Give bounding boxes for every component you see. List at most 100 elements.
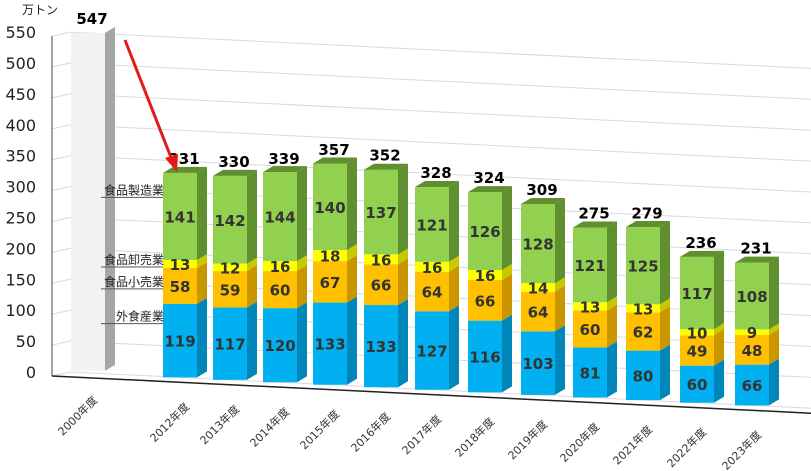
total-label: 547 (76, 10, 107, 28)
bar-segment-side (502, 186, 512, 270)
bar-segment-front (163, 172, 197, 260)
bar-segment-front (415, 187, 449, 262)
bar-segment-front (163, 303, 197, 378)
bar-segment-side (398, 299, 408, 388)
bar-segment-side (247, 169, 257, 264)
bar-segment-front (468, 279, 502, 321)
bar-top (521, 197, 565, 204)
segment-value-label: 62 (633, 323, 654, 341)
y-tick-label: 200 (5, 239, 36, 258)
segment-value-label: 48 (742, 342, 763, 360)
bar-top (415, 181, 459, 188)
bar-segment-side (247, 265, 257, 308)
y-tick-label: 350 (5, 147, 36, 166)
bar-segment-front (680, 256, 714, 330)
x-tick-label: 2021年度 (610, 422, 655, 467)
bar-segment-side (660, 306, 670, 351)
gridline-side (51, 309, 71, 315)
bar-segment-front (213, 263, 247, 272)
segment-value-label: 119 (164, 333, 195, 351)
bar-segment-front (626, 227, 660, 305)
x-tick-label: 2013年度 (197, 402, 242, 447)
bar-segment-side (398, 248, 408, 265)
bars (71, 26, 779, 406)
bar-segment-side (449, 305, 459, 390)
segment-value-label: 13 (170, 256, 191, 274)
bar-segment-side (449, 181, 459, 262)
segment-value-label: 58 (170, 278, 191, 296)
bar-segment-front (213, 271, 247, 308)
bar-segment-front (364, 169, 398, 255)
y-tick-label: 550 (5, 23, 36, 42)
bar-segment-front (573, 310, 607, 348)
segment-value-label: 66 (475, 292, 496, 310)
bar-2000-side (105, 26, 115, 371)
segment-value-label: 144 (264, 209, 295, 227)
segment-value-label: 128 (522, 236, 553, 254)
bar-segment-front (735, 262, 769, 330)
axes: 0 50 100 150 200 250 300 350 400 450 500 550 (5, 23, 811, 414)
bar-segment-side (502, 273, 512, 321)
gridline-side (51, 155, 71, 161)
bar-segment-side (197, 262, 207, 304)
bar-segment-front (313, 250, 347, 262)
bar-segment-side (714, 250, 724, 330)
bar-top (213, 169, 257, 176)
segment-value-label: 127 (416, 342, 447, 360)
total-label: 231 (740, 240, 771, 258)
segment-value-label: 16 (422, 259, 443, 277)
x-tick-label: 2019年度 (505, 417, 550, 462)
bar-top (263, 166, 307, 173)
segment-value-label: 121 (416, 216, 447, 234)
segment-value-label: 49 (687, 343, 708, 361)
segment-value-label: 18 (320, 248, 341, 266)
segment-value-label: 16 (475, 267, 496, 285)
y-tick-label: 150 (5, 270, 36, 289)
gridline-side (51, 31, 71, 37)
bar-top (735, 256, 779, 263)
bar-segment-front (735, 334, 769, 365)
bar-segment-front (415, 311, 449, 390)
bar-segment-side (555, 285, 565, 332)
bar-segment-front (735, 329, 769, 335)
y-tick-label: 100 (5, 301, 36, 320)
bar-segment-front (364, 264, 398, 306)
segment-value-label: 117 (214, 336, 245, 354)
x-tick-label: 2016年度 (348, 409, 393, 454)
bar-segment-side (197, 297, 207, 378)
segment-value-label: 9 (747, 324, 757, 342)
bar-segment-side (449, 265, 459, 312)
bar-segment-front (313, 163, 347, 251)
x-tick-label: 2014年度 (247, 405, 292, 450)
y-tick-label: 300 (5, 178, 36, 197)
x-tick-label: 2012年度 (147, 400, 192, 445)
segment-value-label: 60 (687, 376, 708, 394)
segment-value-label: 116 (469, 348, 500, 366)
y-tick-label: 400 (5, 116, 36, 135)
segment-value-label: 66 (371, 277, 392, 295)
bar-segment-side (449, 255, 459, 272)
unit-label: 万トン (22, 3, 58, 17)
bar-segment-front (735, 364, 769, 406)
segment-value-label: 121 (574, 257, 605, 275)
bar-segment-front (680, 365, 714, 403)
series-label: 食品卸売業 (104, 252, 164, 267)
x-tick-label: 2020年度 (557, 420, 602, 465)
segment-value-label: 16 (371, 251, 392, 269)
bar-segment-side (555, 197, 565, 284)
bar-segment-front (626, 312, 660, 351)
segment-value-label: 64 (528, 304, 549, 322)
segment-value-label: 81 (580, 364, 601, 382)
x-tick-label: 2018年度 (452, 415, 497, 460)
gridline (69, 155, 811, 193)
bar-segment-front (680, 335, 714, 366)
bar-segment-front (626, 304, 660, 313)
segment-value-label: 120 (264, 337, 295, 355)
total-label: 328 (420, 164, 451, 182)
bar-segment-side (714, 329, 724, 366)
bar-segment-side (297, 265, 307, 309)
segment-value-label: 10 (687, 324, 708, 342)
x-tick-label: 2017年度 (399, 412, 444, 457)
gridline-side (51, 340, 71, 346)
bar-segment-front (263, 308, 297, 383)
